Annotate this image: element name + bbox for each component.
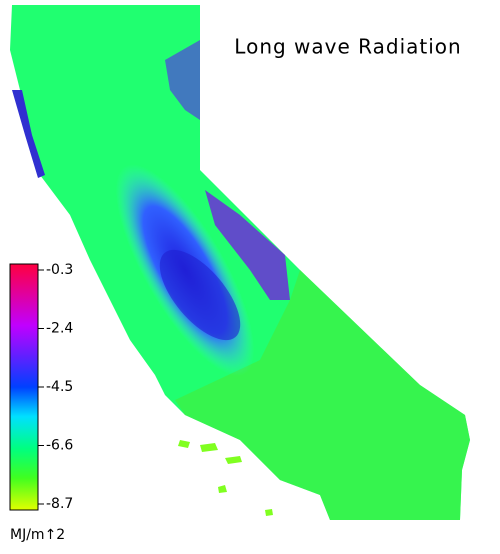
- colorbar: [9, 263, 39, 511]
- island: [225, 456, 242, 464]
- california-map: [10, 5, 470, 520]
- colorbar-tick-label: -8.7: [46, 496, 73, 512]
- colorbar-tick-label: -6.6: [46, 438, 73, 454]
- colorbar-tick-label: -2.4: [46, 321, 73, 337]
- island: [200, 443, 218, 452]
- southern-region: [175, 270, 470, 520]
- island: [218, 485, 227, 493]
- north-east-patch: [165, 40, 200, 120]
- valley-core: [159, 249, 241, 341]
- colorbar-tick-label: -4.5: [46, 379, 73, 395]
- island: [178, 440, 190, 448]
- map-title: Long wave Radiation: [234, 35, 461, 59]
- coast-edge: [12, 90, 45, 178]
- colorbar-ticks: -0.3 -2.4 -4.5 -6.6 -8.7: [38, 262, 73, 512]
- colorbar-tick-label: -0.3: [46, 262, 73, 278]
- island: [265, 509, 273, 516]
- colorbar-unit: MJ/m↑2: [10, 527, 65, 543]
- sierra-patch: [205, 190, 290, 300]
